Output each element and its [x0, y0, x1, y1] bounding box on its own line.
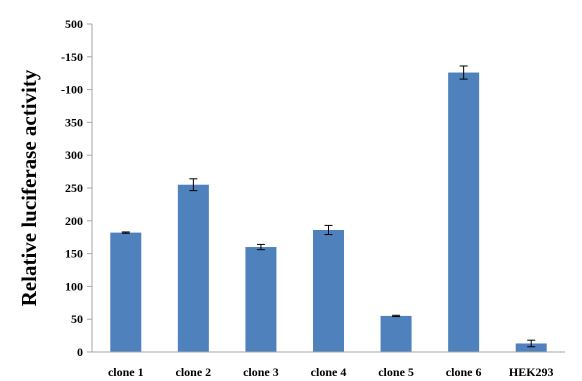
error-bars — [121, 65, 536, 348]
bars — [110, 72, 547, 352]
x-tick-label: clone 3 — [243, 365, 279, 379]
bar-clone-5 — [380, 315, 412, 352]
y-tick-label: 300 — [65, 148, 83, 162]
x-tick-label: clone 1 — [108, 365, 144, 379]
y-tick-label: 250 — [65, 181, 83, 195]
error-bar — [527, 339, 536, 348]
bar-clone-4 — [313, 229, 344, 352]
error-bar — [256, 243, 265, 251]
y-tick-label: 50 — [71, 312, 83, 326]
x-axis-labels: clone 1 clone 2 clone 3 clone 4 clone 5 clone… — [108, 365, 554, 379]
bar-clone-6 — [448, 72, 480, 352]
bar-hek293 — [515, 343, 547, 352]
y-tick-label: 350 — [65, 115, 83, 129]
y-tick-label: 200 — [65, 214, 83, 228]
bar-clone-1 — [110, 232, 142, 352]
error-bar — [189, 178, 198, 192]
error-bar — [121, 231, 130, 234]
y-tick-label: 0 — [77, 345, 83, 359]
x-tick-label: clone 4 — [311, 365, 347, 379]
x-tick-label: clone 6 — [446, 365, 482, 379]
y-tick-label: -100 — [61, 83, 83, 97]
y-axis-ticks: 0 50 100 150 200 250 300 350 -100 -150 500 — [61, 17, 92, 359]
y-axis-title: Relative luciferase activity — [17, 69, 41, 306]
error-bar — [324, 224, 333, 236]
error-bar — [392, 314, 401, 318]
bar-clone-2 — [177, 184, 209, 352]
x-tick-label: clone 5 — [378, 365, 414, 379]
x-tick-label: clone 2 — [176, 365, 212, 379]
y-tick-label: 150 — [65, 247, 83, 261]
y-tick-label: 500 — [65, 17, 83, 31]
y-tick-label: 100 — [65, 279, 83, 293]
y-tick-label: -150 — [61, 50, 83, 64]
x-tick-label: HEK293 — [509, 365, 554, 379]
error-bar — [459, 65, 468, 80]
bar-clone-3 — [245, 247, 277, 352]
